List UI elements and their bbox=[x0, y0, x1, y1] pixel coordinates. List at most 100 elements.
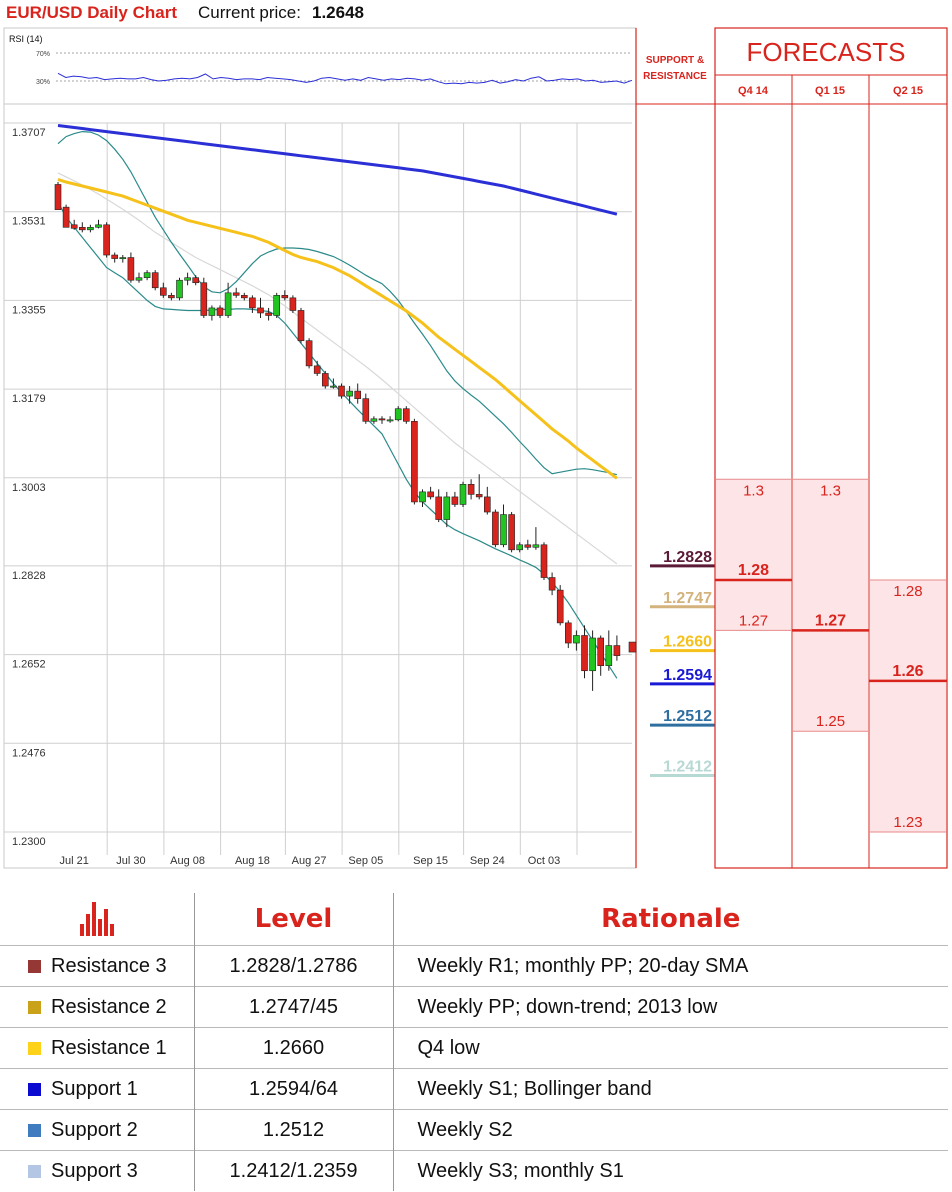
table-row: Resistance 2 1.2747/45 Weekly PP; down-tre… bbox=[0, 986, 948, 1028]
y-tick-label: 1.2300 bbox=[12, 836, 46, 848]
candle-body bbox=[378, 418, 386, 421]
level-value: 1.2747/45 bbox=[194, 986, 394, 1028]
candle-body bbox=[79, 227, 86, 231]
sma20-line bbox=[57, 172, 618, 565]
levels-table: Level Rationale Resistance 3 1.2828/1.278… bbox=[0, 893, 948, 1191]
candle-body bbox=[459, 484, 467, 505]
level-rationale: Weekly PP; down-trend; 2013 low bbox=[393, 986, 948, 1028]
level-color-swatch bbox=[28, 1082, 41, 1096]
candle-body bbox=[386, 419, 394, 422]
forecast-high-label: 1.3 bbox=[743, 482, 764, 499]
candle-body bbox=[338, 385, 345, 397]
level-name-cell: Resistance 2 bbox=[0, 986, 195, 1028]
candle-body bbox=[597, 637, 605, 667]
rsi-reference-label: 70% bbox=[36, 51, 50, 58]
candle-body bbox=[87, 227, 94, 231]
level-rationale: Weekly R1; monthly PP; 20-day SMA bbox=[393, 945, 948, 987]
forecast-mid-label: 1.27 bbox=[815, 612, 846, 629]
forecast-mid-label: 1.28 bbox=[738, 562, 769, 579]
candle-body bbox=[176, 279, 183, 299]
sr-header-line2: RESISTANCE bbox=[643, 71, 707, 82]
sr-level-label: 1.2594 bbox=[663, 667, 712, 684]
candle-body bbox=[475, 494, 483, 498]
candle-body bbox=[605, 645, 613, 667]
candle-body bbox=[354, 390, 362, 399]
sr-level-label: 1.2412 bbox=[663, 759, 712, 776]
forecast-column-q1-15: Q1 15 bbox=[815, 85, 845, 97]
rsi-panel: RSI (14) 70% 30% bbox=[3, 27, 637, 105]
level-name: Support 3 bbox=[51, 1159, 138, 1182]
candle-body bbox=[289, 297, 297, 311]
current-price-marker bbox=[628, 641, 637, 653]
rsi-reference-label: 30% bbox=[36, 79, 50, 86]
candle-body bbox=[394, 408, 402, 421]
candle-body bbox=[232, 292, 240, 296]
candle-body bbox=[200, 282, 208, 316]
candle-body bbox=[443, 496, 451, 520]
sr-level-label: 1.2512 bbox=[663, 708, 712, 725]
candle-body bbox=[216, 307, 224, 316]
bollinger-upper-line bbox=[57, 130, 618, 476]
forecast-low-label: 1.25 bbox=[816, 713, 845, 730]
level-value: 1.2828/1.2786 bbox=[194, 945, 394, 987]
candle-body bbox=[119, 257, 127, 260]
bar-chart-icon bbox=[79, 902, 114, 936]
candle-body bbox=[508, 514, 515, 551]
sma50-line bbox=[57, 177, 618, 480]
candle-body bbox=[346, 390, 353, 397]
x-tick-label: Sep 15 bbox=[413, 855, 448, 867]
y-tick-label: 1.3355 bbox=[12, 304, 46, 316]
candle-body bbox=[581, 635, 588, 672]
candle-body bbox=[168, 295, 175, 299]
level-name-cell: Support 3 bbox=[0, 1150, 195, 1191]
candle-body bbox=[160, 287, 167, 296]
chart-title: EUR/USD Daily Chart bbox=[6, 3, 177, 22]
candle-body bbox=[273, 295, 281, 316]
candle-body bbox=[297, 310, 305, 341]
table-row: Support 2 1.2512 Weekly S2 bbox=[0, 1109, 948, 1151]
forecast-range-box bbox=[870, 580, 946, 832]
candle-body bbox=[548, 577, 556, 591]
candle-body bbox=[467, 484, 475, 495]
candle-body bbox=[540, 544, 548, 578]
forecast-column-q4-14: Q4 14 bbox=[738, 85, 769, 97]
candle-body bbox=[127, 257, 135, 281]
candle-body bbox=[532, 544, 540, 548]
level-color-swatch bbox=[28, 959, 41, 973]
candle-body bbox=[103, 224, 110, 256]
bollinger-lower-line bbox=[57, 201, 618, 679]
y-tick-label: 1.2652 bbox=[12, 659, 46, 671]
forecast-panel: FORECASTS Q4 14 Q1 15 Q2 15 1.3 1.28 1.27 1… bbox=[714, 27, 948, 869]
level-color-swatch bbox=[28, 1041, 41, 1055]
level-name-cell: Support 1 bbox=[0, 1068, 195, 1110]
current-price-label: Current price: bbox=[198, 3, 301, 22]
x-tick-label: Aug 27 bbox=[292, 855, 327, 867]
candle-body bbox=[427, 491, 434, 498]
y-tick-label: 1.3707 bbox=[12, 127, 46, 139]
rsi-title: RSI (14) bbox=[9, 34, 43, 44]
level-rationale: Weekly S2 bbox=[393, 1109, 948, 1151]
candle-body bbox=[208, 307, 216, 316]
candle-body bbox=[224, 292, 232, 316]
candle-body bbox=[500, 514, 507, 546]
forecast-mid-label: 1.26 bbox=[892, 663, 923, 680]
candle-body bbox=[249, 297, 256, 309]
level-color-swatch bbox=[28, 1000, 41, 1014]
candle-body bbox=[573, 635, 580, 644]
level-rationale: Q4 low bbox=[393, 1027, 948, 1069]
level-name-cell: Resistance 1 bbox=[0, 1027, 195, 1069]
sr-level-label: 1.2747 bbox=[663, 590, 712, 607]
y-tick-label: 1.3179 bbox=[12, 393, 46, 405]
candle-body bbox=[556, 589, 564, 624]
rsi-line bbox=[57, 72, 633, 85]
level-column-header: Level bbox=[194, 893, 394, 946]
candle-body bbox=[321, 373, 329, 387]
candle-body bbox=[483, 496, 491, 513]
table-row: Resistance 1 1.2660 Q4 low bbox=[0, 1027, 948, 1069]
candle-body bbox=[362, 398, 370, 422]
candle-body bbox=[451, 496, 459, 505]
x-tick-label: Jul 21 bbox=[60, 855, 89, 867]
level-name: Support 2 bbox=[51, 1118, 138, 1141]
candle-body bbox=[265, 312, 272, 316]
level-name: Resistance 1 bbox=[51, 1036, 167, 1059]
